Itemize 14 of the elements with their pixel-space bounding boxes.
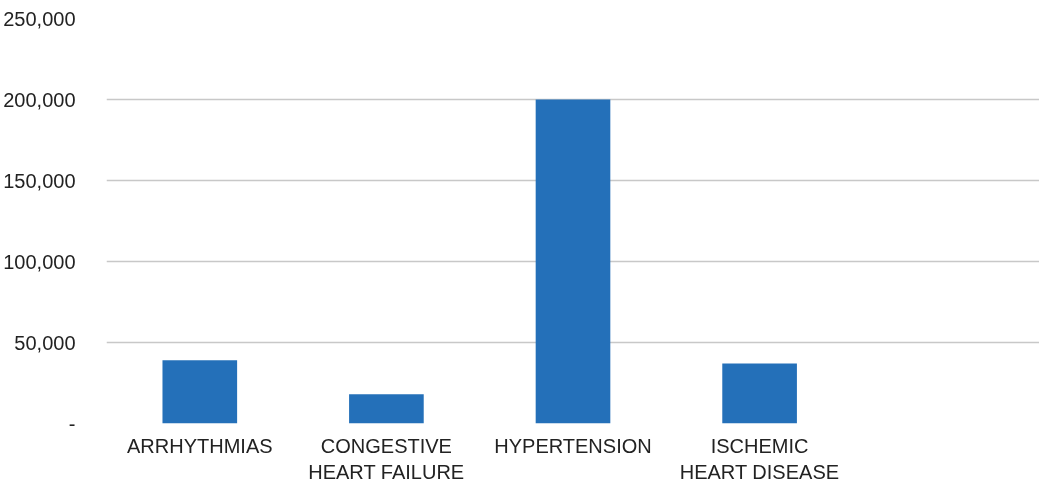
x-tick-label: CONGESTIVE HEART FAILURE: [308, 434, 465, 483]
y-tick-label: 50,000: [14, 331, 76, 354]
y-tick-label: 100,000: [3, 250, 76, 273]
bar: [349, 394, 424, 424]
bar: [722, 363, 797, 424]
bar: [162, 360, 238, 424]
y-tick-label: -: [68, 412, 76, 435]
x-tick-label: ARRHYTHMIAS: [127, 434, 273, 457]
y-tick-label: 200,000: [3, 88, 76, 111]
y-tick-label: 250,000: [3, 7, 76, 30]
x-tick-label: HYPERTENSION: [494, 434, 652, 457]
x-tick-label: ISCHEMIC HEART DISEASE: [679, 434, 840, 483]
bar: [535, 99, 611, 424]
y-tick-label: 150,000: [3, 169, 76, 192]
